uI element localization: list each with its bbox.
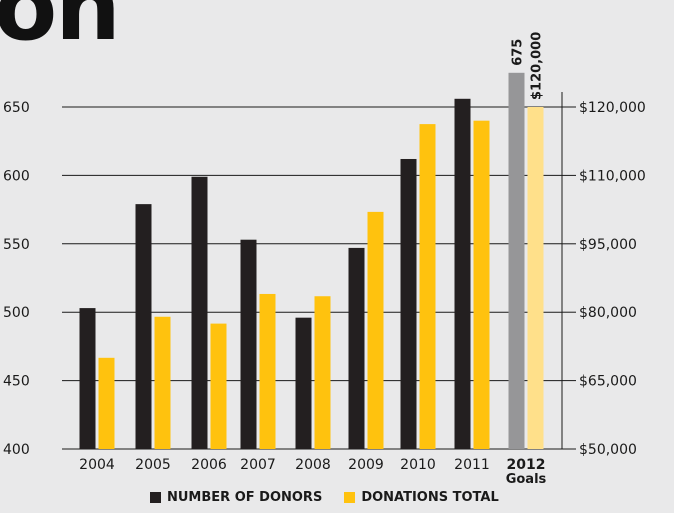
bar-donors	[348, 247, 365, 449]
legend-swatch-donations	[344, 492, 356, 503]
y-right-tick-label: $65,000	[579, 374, 637, 390]
bar-donors	[191, 176, 208, 449]
x-tick-label: 2006	[191, 457, 227, 473]
bar-donations	[210, 323, 227, 449]
y-right-tick-label: $50,000	[579, 442, 637, 458]
y-right-tick-label: $95,000	[579, 237, 637, 253]
x-tick-label: 2010	[400, 457, 436, 473]
x-tick-label: 2007	[240, 457, 276, 473]
bar-donations	[473, 120, 490, 450]
x-tick-label: 2008	[295, 457, 331, 473]
legend-item-donations: DONATIONS TOTAL	[344, 490, 499, 505]
axes	[561, 92, 576, 450]
bar-donations	[259, 293, 276, 449]
y-right-tick-label: $120,000	[579, 100, 646, 116]
y-right-tick-label: $80,000	[579, 305, 637, 321]
y-left-tick-label: 450	[3, 374, 30, 390]
x-tick-label: 2004	[79, 457, 115, 473]
bars	[79, 72, 544, 450]
legend-item-donors: NUMBER OF DONORS	[150, 490, 322, 505]
y-left-tick-label: 500	[3, 305, 30, 321]
data-label-donations: $120,000	[530, 32, 545, 100]
y-right-tick-label: $110,000	[579, 168, 646, 184]
bar-donations	[154, 316, 171, 449]
labels: 400 $50,000 450 $65,000 500 $80,000 550 $95,000…	[3, 32, 646, 487]
bar-donations	[314, 296, 331, 449]
bar-donors	[79, 308, 96, 449]
bar-donations	[419, 124, 436, 449]
x-tick-label: 2011	[454, 457, 490, 473]
bar-donors	[508, 72, 525, 450]
y-left-tick-label: 650	[3, 100, 30, 116]
bar-donors	[240, 239, 257, 449]
legend: NUMBER OF DONORS DONATIONS TOTAL	[150, 490, 499, 505]
x-tick-label: 2012	[507, 457, 546, 473]
x-tick-label: 2009	[348, 457, 384, 473]
bar-donors	[454, 98, 471, 450]
x-tick-label: 2005	[135, 457, 171, 473]
legend-swatch-donors	[150, 492, 161, 503]
legend-label-donors: NUMBER OF DONORS	[167, 490, 323, 505]
y-left-tick-label: 400	[3, 442, 30, 458]
bar-donors	[400, 158, 417, 449]
y-left-tick-label: 600	[3, 168, 30, 184]
title-fragment: on	[0, 0, 121, 61]
legend-label-donations: DONATIONS TOTAL	[361, 490, 499, 505]
x-tick-sublabel: Goals	[506, 472, 547, 487]
bar-donors	[135, 204, 152, 449]
bar-donations	[527, 107, 544, 449]
bar-donations	[367, 211, 384, 449]
data-label-donors: 675	[511, 39, 526, 66]
y-left-tick-label: 550	[3, 237, 30, 253]
bar-donors	[295, 317, 312, 449]
bar-donations	[98, 357, 115, 449]
